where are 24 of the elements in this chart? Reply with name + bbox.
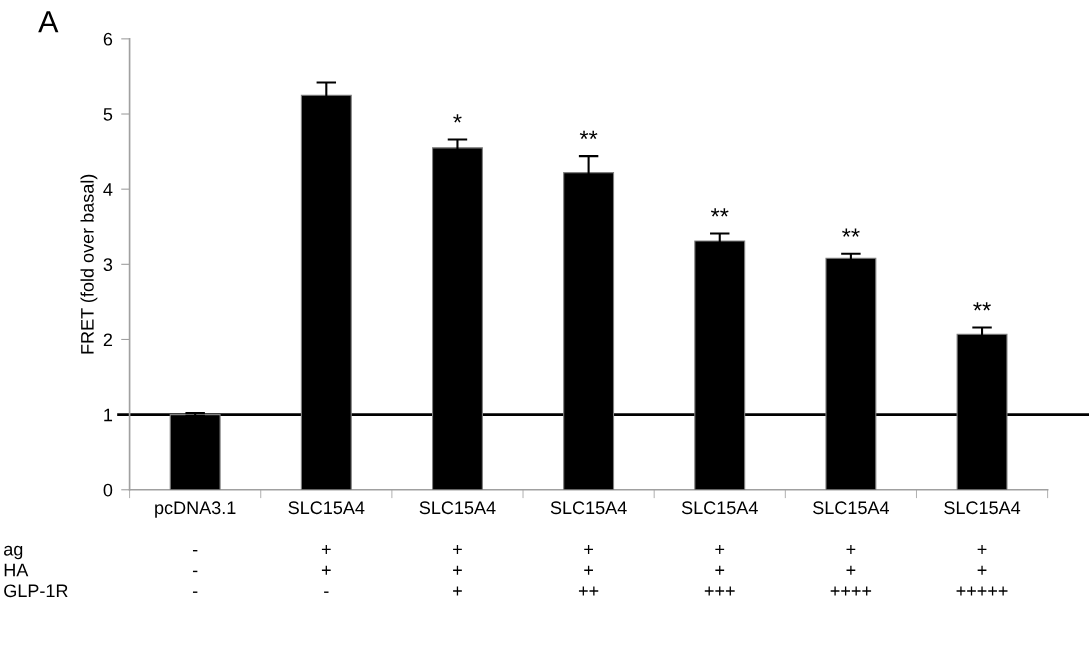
category-label: SLC15A4 + + + xyxy=(419,501,496,596)
y-tick-label: 6 xyxy=(103,32,113,46)
text: ag xyxy=(4,545,23,560)
text: GLP-1R xyxy=(4,584,68,598)
y-tick-label: 3 xyxy=(103,258,113,272)
y-tick-label: 0 xyxy=(103,483,113,497)
y-tick-label: 1 xyxy=(104,408,113,422)
category-label: pcDNA3.1 - - - xyxy=(155,501,236,593)
category-label: SLC15A4 + + +++ xyxy=(681,501,758,596)
data-label: ** xyxy=(710,208,729,217)
text: HA xyxy=(4,563,29,577)
y-tick-label: 2 xyxy=(103,333,113,347)
data-label: ** xyxy=(842,228,860,237)
y-tick-label: 5 xyxy=(103,108,113,121)
data-label: ** xyxy=(973,302,991,311)
y-tick-label: 4 xyxy=(103,183,113,196)
category-label: SLC15A4 + + ++ xyxy=(550,501,627,596)
category-label: SLC15A4 + + +++++ xyxy=(944,501,1021,596)
y-axis-title: FRET (fold over basal) xyxy=(80,174,98,354)
data-label: * xyxy=(453,114,462,123)
chart-title: A xyxy=(38,11,59,33)
data-label: ** xyxy=(579,130,598,140)
category-label: SLC15A4 + + - xyxy=(288,501,365,593)
category-label: SLC15A4 + + ++++ xyxy=(813,501,890,596)
